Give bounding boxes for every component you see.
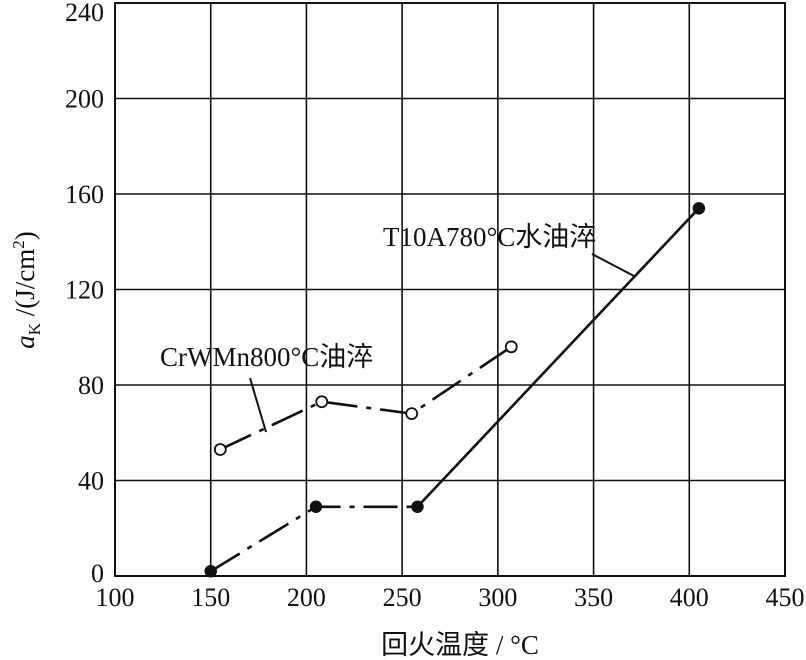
y-tick-label: 240 <box>65 0 104 27</box>
grid <box>115 3 785 576</box>
annotations: T10A780°C水油淬 CrWMn800°C油淬 <box>160 222 635 433</box>
data-point-t10a <box>204 564 217 578</box>
plot-frame <box>114 2 786 577</box>
y-axis-subscript: K <box>25 322 44 335</box>
series-line-crwmn <box>219 345 512 451</box>
y-axis-title: aK /(J/cm2) <box>9 231 44 349</box>
data-point-t10a <box>692 202 706 215</box>
series-layer <box>204 202 706 578</box>
series-label-leader-crwmn <box>249 377 267 433</box>
x-tick-label: 250 <box>383 583 422 612</box>
y-tick-label: 40 <box>78 467 104 496</box>
y-axis-unit: /(J/cm <box>10 249 40 323</box>
y-tick-label: 120 <box>65 276 104 305</box>
y-tick-label: 160 <box>65 180 104 209</box>
x-tick-label: 400 <box>670 583 709 612</box>
series-line-t10a-dashed <box>210 505 418 573</box>
x-tick-label: 200 <box>287 583 326 612</box>
data-point-crwmn <box>213 443 227 456</box>
x-tick-label: 450 <box>766 583 805 612</box>
y-axis-unit-superscript: 2 <box>9 240 28 249</box>
tick-labels: 100 150 200 250 300 350 400 450 0 40 80 120 160 200 24… <box>65 0 805 612</box>
data-point-t10a <box>309 500 323 514</box>
y-axis-unit-close: ) <box>10 231 40 240</box>
x-tick-label: 150 <box>191 583 230 612</box>
x-tick-label: 300 <box>478 583 517 612</box>
x-tick-label: 100 <box>96 583 135 612</box>
x-tick-label: 350 <box>574 583 613 612</box>
series-label-leader-t10a <box>591 253 635 277</box>
data-point-t10a <box>411 500 424 514</box>
data-point-crwmn <box>405 407 419 421</box>
data-point-crwmn <box>504 340 518 354</box>
y-axis-symbol: a <box>10 335 40 349</box>
series-line-t10a-solid <box>416 207 700 508</box>
x-axis-title: 回火温度 / °C <box>381 630 539 660</box>
y-tick-label: 80 <box>78 371 104 400</box>
data-point-crwmn <box>315 395 329 409</box>
y-tick-label: 200 <box>65 85 104 114</box>
y-tick-label: 0 <box>91 559 104 588</box>
series-label-crwmn: CrWMn800°C油淬 <box>160 342 373 372</box>
series-label-t10a: T10A780°C水油淬 <box>383 222 596 252</box>
